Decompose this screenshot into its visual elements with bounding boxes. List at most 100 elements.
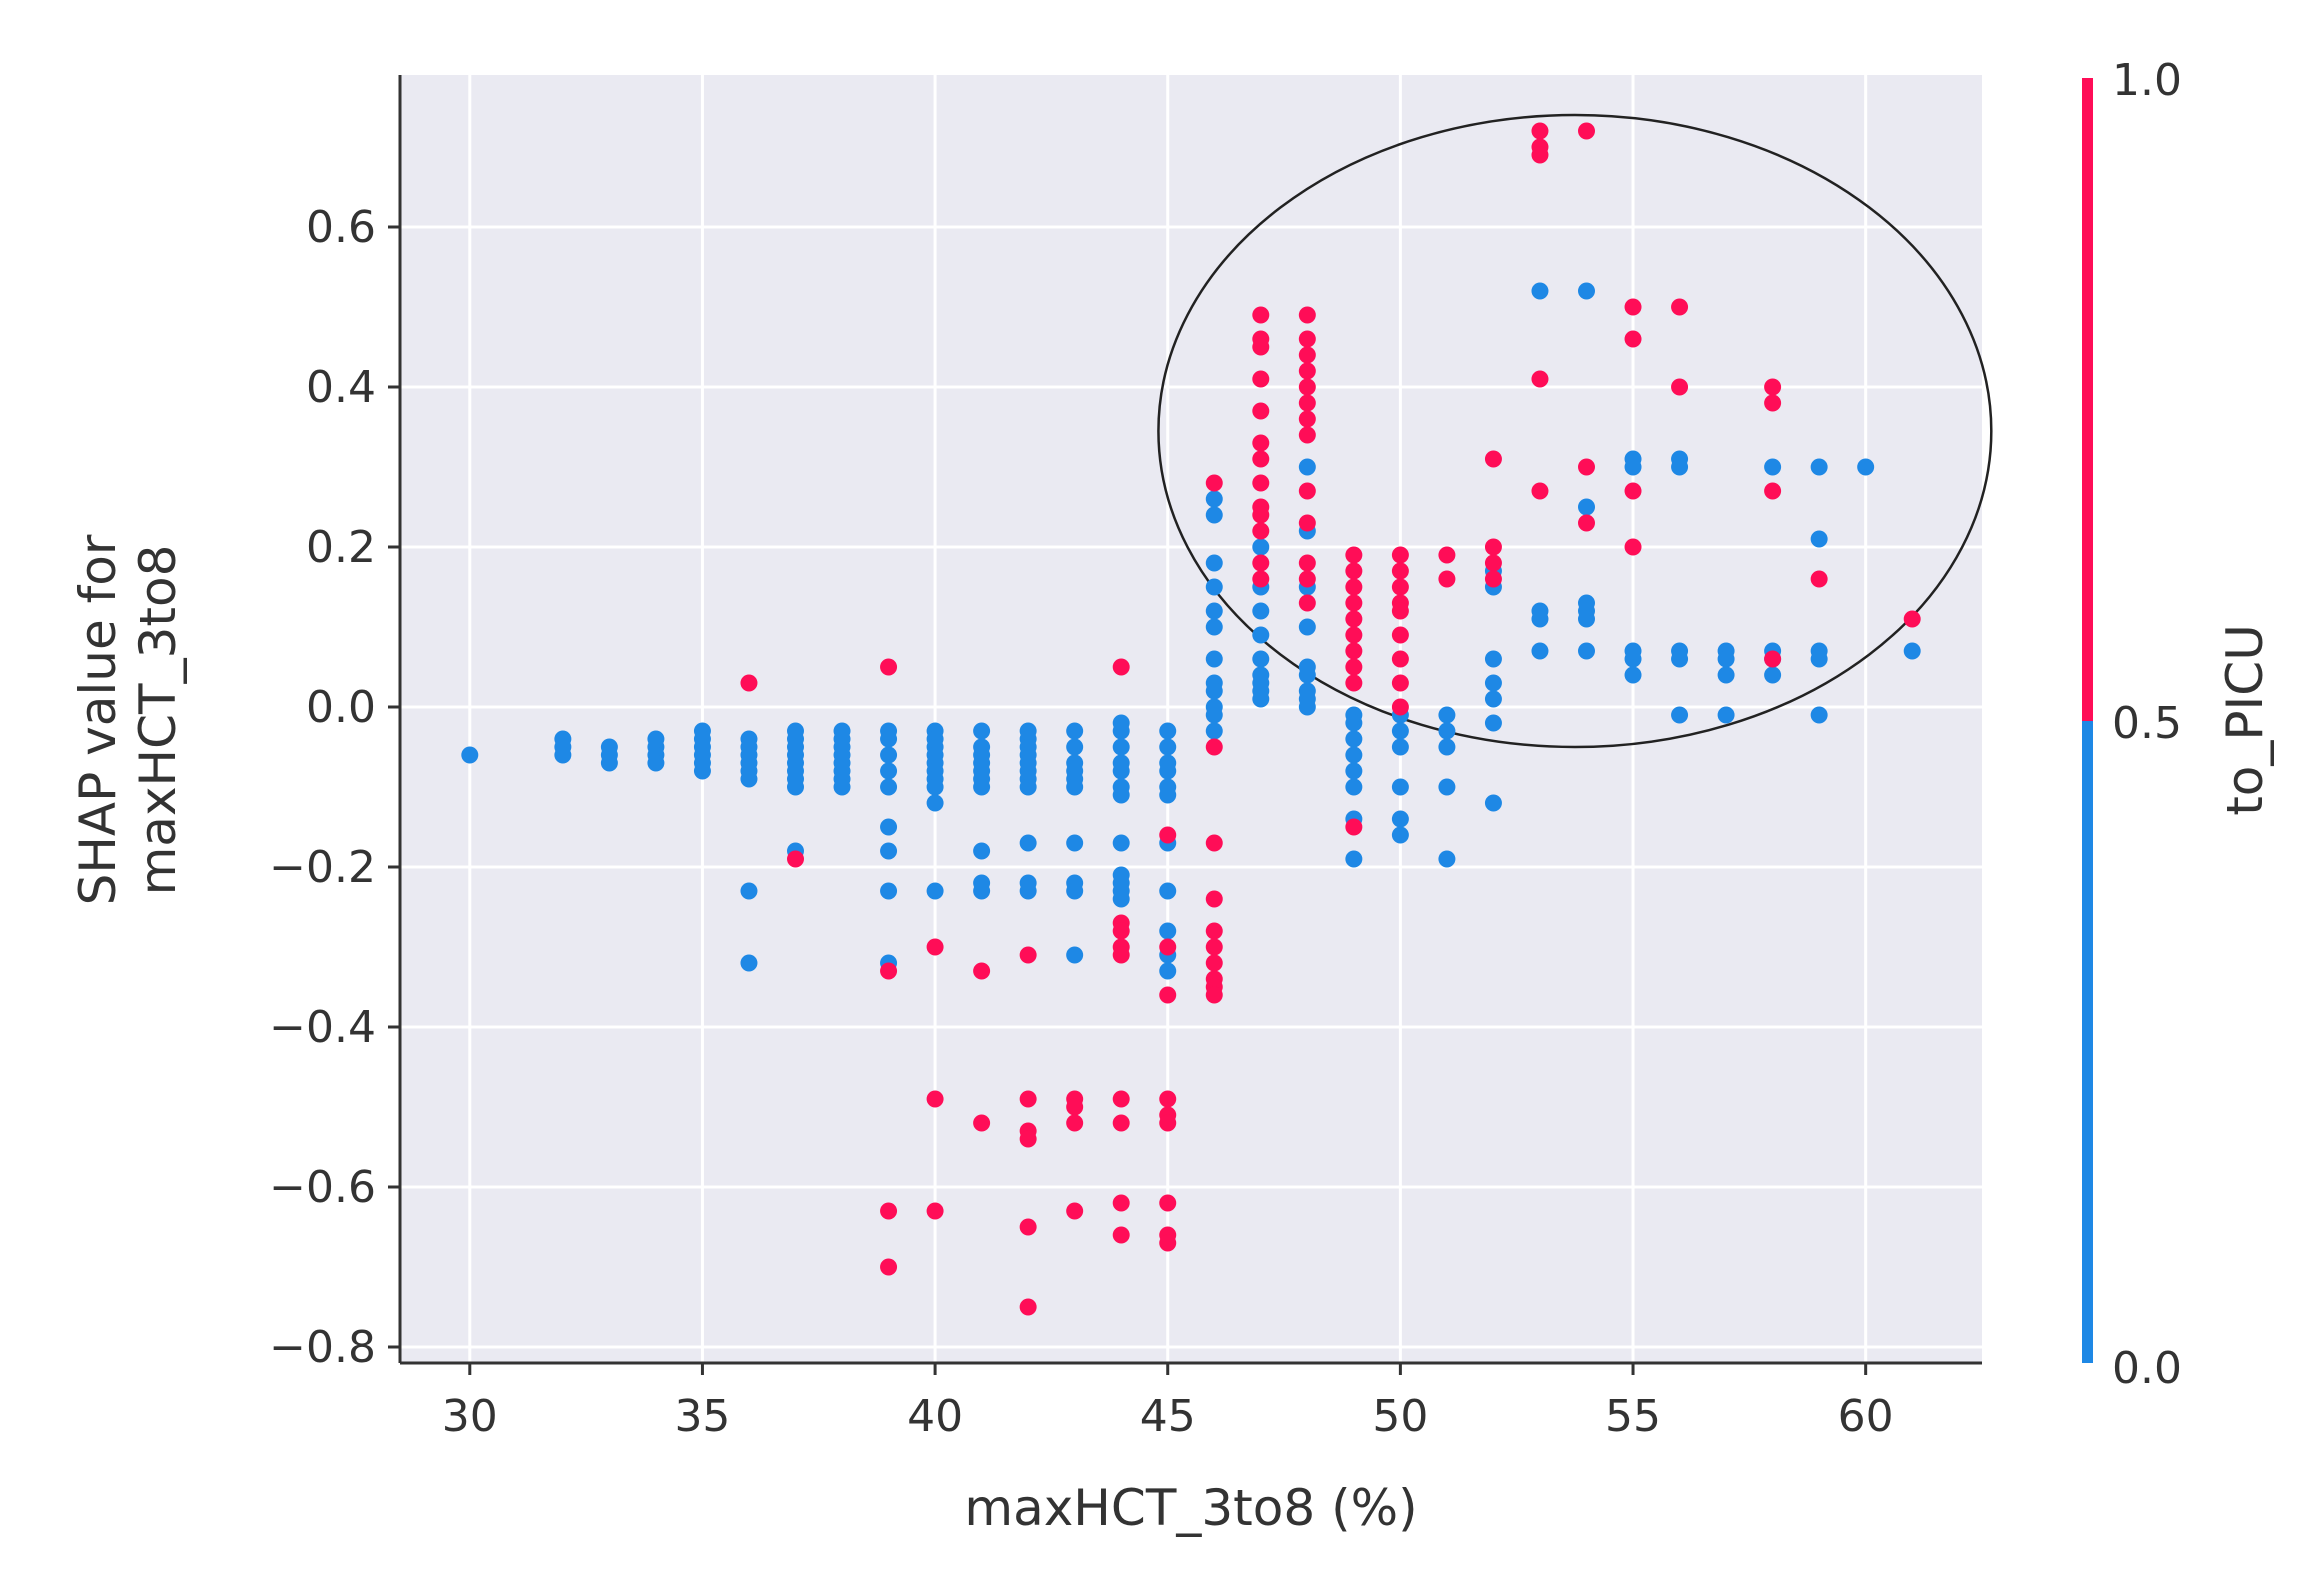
- scatter-point: [740, 954, 758, 972]
- scatter-point: [1205, 506, 1223, 524]
- colorbar-label: to_PICU: [2216, 624, 2274, 816]
- scatter-point: [1438, 706, 1456, 724]
- scatter-point: [1531, 146, 1549, 164]
- scatter-point: [1205, 738, 1223, 756]
- grid-lines: [400, 75, 1982, 1363]
- scatter-point: [1252, 538, 1270, 556]
- annotation-ellipse: [1157, 113, 1993, 749]
- scatter-point: [1252, 650, 1270, 668]
- scatter-point: [1345, 762, 1363, 780]
- scatter-point: [1205, 650, 1223, 668]
- y-axis-label: SHAP value for maxHCT_3to8: [69, 534, 187, 905]
- scatter-point: [1531, 482, 1549, 500]
- colorbar-tick-high: 1.0: [2112, 55, 2182, 106]
- scatter-point: [1159, 738, 1177, 756]
- scatter-point: [1019, 1090, 1037, 1108]
- scatter-point: [1438, 778, 1456, 796]
- scatter-point: [1345, 626, 1363, 644]
- scatter-point: [1298, 698, 1316, 716]
- scatter-point: [926, 778, 944, 796]
- y-axis-label-line2: maxHCT_3to8: [129, 545, 187, 896]
- scatter-point: [1624, 482, 1642, 500]
- colorbar-tick-low: 0.0: [2112, 1343, 2182, 1394]
- scatter-point: [1345, 610, 1363, 628]
- scatter-point: [1438, 738, 1456, 756]
- scatter-point: [1857, 458, 1875, 476]
- scatter-point: [1019, 1298, 1037, 1316]
- scatter-point: [1252, 306, 1270, 324]
- scatter-point: [1438, 722, 1456, 740]
- scatter-point: [926, 938, 944, 956]
- scatter-point: [1112, 1114, 1130, 1132]
- scatter-point: [1112, 890, 1130, 908]
- scatter-point: [1391, 626, 1409, 644]
- scatter-point: [1252, 626, 1270, 644]
- y-tick-label: −0.6: [269, 1162, 376, 1213]
- scatter-point: [1764, 482, 1782, 500]
- scatter-point: [880, 658, 898, 676]
- scatter-point: [1764, 378, 1782, 396]
- scatter-point: [880, 778, 898, 796]
- scatter-point: [787, 850, 804, 868]
- scatter-point: [1252, 370, 1270, 388]
- scatter-point: [1345, 746, 1363, 764]
- scatter-point: [1112, 786, 1130, 804]
- x-tick-label: 40: [907, 1391, 963, 1442]
- scatter-point: [1391, 810, 1409, 828]
- scatter-point: [1298, 554, 1316, 572]
- scatter-point: [833, 778, 851, 796]
- x-tick-label: 50: [1372, 1391, 1428, 1442]
- scatter-point: [1112, 946, 1130, 964]
- scatter-point: [1345, 658, 1363, 676]
- scatter-point: [1810, 706, 1828, 724]
- scatter-point: [1019, 1130, 1037, 1148]
- scatter-point: [1624, 330, 1642, 348]
- scatter-point: [926, 882, 944, 900]
- scatter-point: [1205, 834, 1223, 852]
- scatter-point: [1066, 778, 1084, 796]
- scatter-point: [1717, 706, 1735, 724]
- scatter-point: [1671, 458, 1689, 476]
- x-axis-label: maxHCT_3to8 (%): [964, 1479, 1417, 1537]
- scatter-point: [1066, 722, 1084, 740]
- scatter-point: [1019, 882, 1037, 900]
- scatter-point: [1205, 890, 1223, 908]
- scatter-point: [1531, 282, 1549, 300]
- scatter-point: [787, 778, 804, 796]
- y-axis-label-line1: SHAP value for: [69, 534, 127, 905]
- scatter-point: [880, 762, 898, 780]
- y-tick-label: −0.2: [269, 842, 376, 893]
- scatter-point: [1345, 562, 1363, 580]
- scatter-point: [1298, 394, 1316, 412]
- y-tick-label: 0.6: [306, 202, 376, 253]
- scatter-point: [1484, 650, 1502, 668]
- scatter-point: [1066, 1202, 1084, 1220]
- x-tick-label: 45: [1140, 1391, 1196, 1442]
- colorbar-low-segment: [2082, 721, 2093, 1363]
- x-tick-label: 60: [1838, 1391, 1894, 1442]
- scatter-point: [1159, 1090, 1177, 1108]
- scatter-point: [1578, 514, 1595, 532]
- scatter-point: [1391, 698, 1409, 716]
- scatter-point: [1252, 506, 1270, 524]
- scatter-point: [926, 1202, 944, 1220]
- scatter-point: [1298, 378, 1316, 396]
- scatter-point: [1764, 650, 1782, 668]
- annotation-ellipse-layer: [1157, 113, 1993, 749]
- scatter-point: [1205, 706, 1223, 724]
- scatter-point: [1252, 570, 1270, 588]
- x-tick-label: 30: [442, 1391, 498, 1442]
- y-tick-label: 0.4: [306, 362, 376, 413]
- scatter-point: [1205, 554, 1223, 572]
- scatter-point: [1345, 778, 1363, 796]
- scatter-point: [1205, 922, 1223, 940]
- scatter-point: [740, 882, 758, 900]
- scatter-point: [1298, 362, 1316, 380]
- scatter-point: [880, 882, 898, 900]
- scatter-point: [1671, 706, 1689, 724]
- scatter-point: [880, 1202, 898, 1220]
- scatter-point: [1298, 330, 1316, 348]
- scatter-point: [1484, 674, 1502, 692]
- scatter-point: [1810, 458, 1828, 476]
